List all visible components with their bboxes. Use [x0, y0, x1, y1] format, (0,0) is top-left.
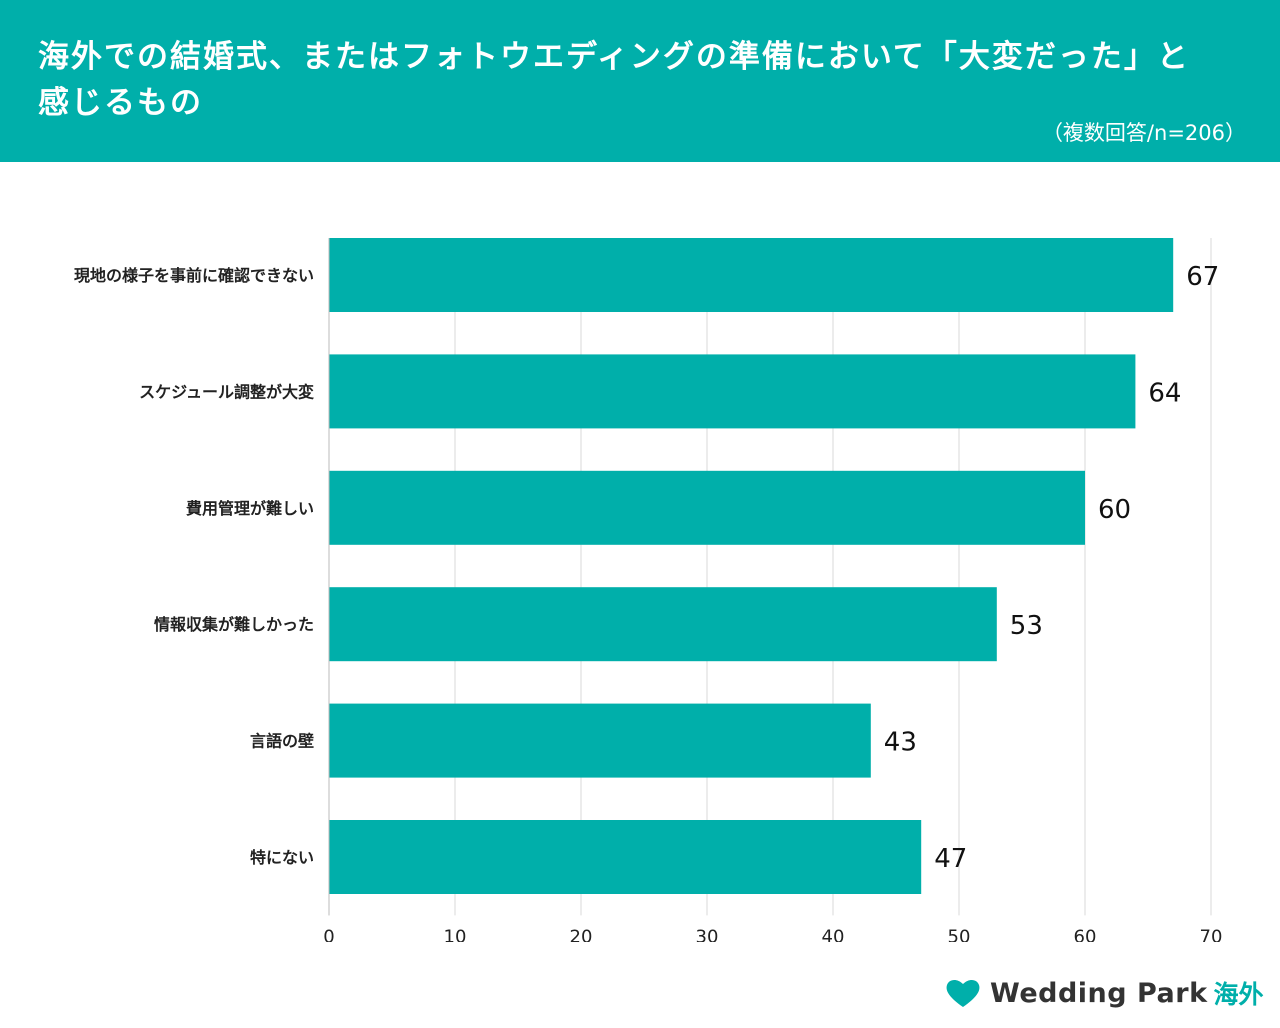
logo-subtext: 海外: [1213, 980, 1264, 1009]
value-label: 64: [1148, 378, 1181, 408]
bar-3: [329, 470, 1085, 545]
x-tick-label: 40: [822, 926, 845, 942]
bar-6: [329, 820, 922, 894]
x-tick-label: 70: [1200, 926, 1223, 942]
chart-title: 海外での結婚式、またはフォトウエディングの準備において「大変だった」と感じるもの: [38, 39, 1190, 121]
logo-text: Wedding Park: [990, 977, 1208, 1009]
wedding-park-logo: Wedding Park 海外: [944, 972, 1264, 1014]
heart-icon: [946, 979, 980, 1007]
x-tick-label: 50: [948, 926, 971, 942]
category-label: 現地の様子を事前に確認できない: [74, 266, 314, 285]
category-label: 費用管理が難しい: [186, 499, 314, 518]
chart-subtitle: （複数回答/n=206）: [1041, 121, 1246, 145]
category-label: スケジュール調整が大変: [139, 382, 314, 401]
value-label: 67: [1186, 262, 1219, 292]
bar-2: [329, 354, 1136, 429]
value-label: 53: [1010, 611, 1043, 641]
x-tick-label: 20: [570, 926, 593, 942]
x-tick-label: 10: [444, 926, 467, 942]
value-label: 60: [1098, 495, 1131, 525]
value-label: 43: [884, 728, 917, 758]
bar-chart: 0 10 20 30 40 50 60 70 現地の様子を事前に確認できない 67 スケジュール調整…: [74, 238, 1223, 942]
x-tick-label: 0: [323, 926, 334, 942]
category-label: 特にない: [250, 848, 314, 867]
category-label: 言語の壁: [250, 732, 314, 751]
bar-4: [329, 587, 997, 662]
category-label: 情報収集が難しかった: [154, 615, 314, 634]
x-tick-label: 60: [1074, 926, 1097, 942]
x-tick-label: 30: [696, 926, 719, 942]
bar-1: [329, 238, 1174, 312]
value-label: 47: [934, 844, 967, 874]
bar-5: [329, 703, 871, 778]
header-banner: 海外での結婚式、またはフォトウエディングの準備において「大変だった」と感じるもの…: [0, 0, 1280, 162]
